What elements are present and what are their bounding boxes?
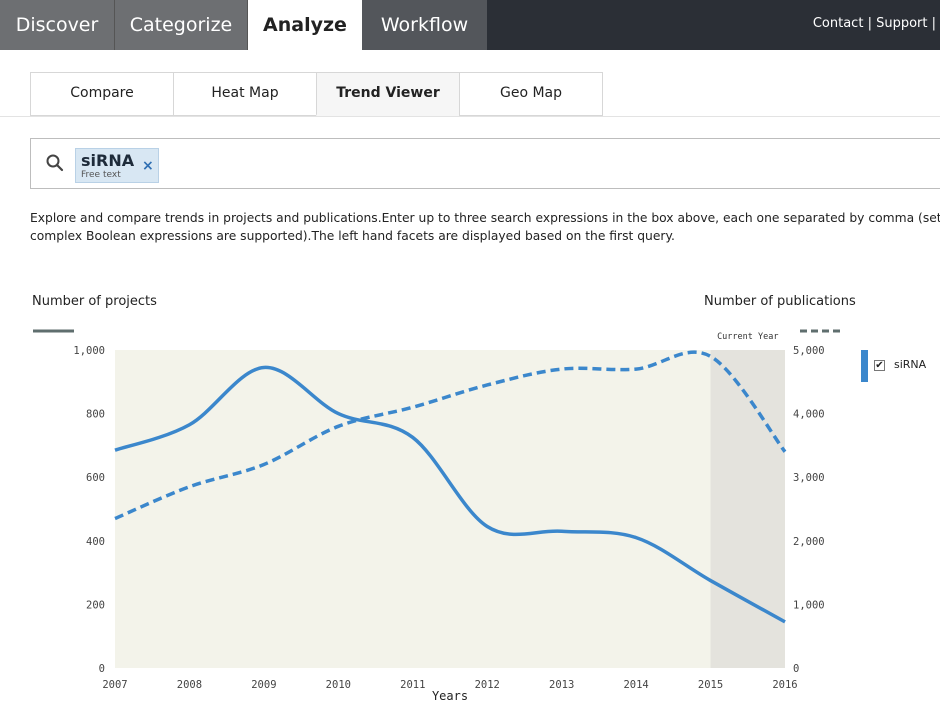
search-term-label: siRNA <box>81 151 135 170</box>
y-left-tick-label: 400 <box>86 536 105 548</box>
support-link[interactable]: Support <box>876 16 928 31</box>
tab-heat-map[interactable]: Heat Map <box>173 72 317 116</box>
nav-tab-categorize[interactable]: Categorize <box>115 0 248 50</box>
x-tick-label: 2015 <box>698 679 723 691</box>
projects-series-line <box>114 365 786 624</box>
y-left-tick-label: 200 <box>86 599 105 611</box>
current-year-band <box>710 350 785 668</box>
nav-tab-workflow[interactable]: Workflow <box>362 0 487 50</box>
tab-trend-viewer[interactable]: Trend Viewer <box>316 72 460 116</box>
tab-compare[interactable]: Compare <box>30 72 174 116</box>
y-right-tick-label: 3,000 <box>793 472 825 484</box>
x-tick-label: 2016 <box>772 679 797 691</box>
nav-tab-analyze[interactable]: Analyze <box>248 0 362 50</box>
x-tick-label: 2012 <box>475 679 500 691</box>
y-left-tick-label: 1,000 <box>73 345 105 357</box>
x-tick-label: 2008 <box>177 679 202 691</box>
y-right-tick-label: 4,000 <box>793 409 825 421</box>
header-links: Contact | Support | <box>812 16 936 31</box>
legend-color-swatch <box>861 350 868 382</box>
x-tick-label: 2007 <box>102 679 127 691</box>
remove-term-icon[interactable]: × <box>142 158 154 174</box>
plot-area <box>115 350 785 668</box>
x-axis-title: Years <box>432 689 468 703</box>
y-left-tick-label: 600 <box>86 472 105 484</box>
y-left-tick-label: 0 <box>99 663 105 675</box>
legend-checkbox[interactable]: ✔ <box>874 360 885 371</box>
right-axis-title: Number of publications <box>704 294 856 309</box>
legend-label: siRNA <box>894 358 927 371</box>
x-tick-label: 2009 <box>251 679 276 691</box>
search-term-chip[interactable]: siRNA Free text × <box>75 148 159 183</box>
search-term-type: Free text <box>81 170 121 180</box>
subtabs-divider <box>0 116 940 117</box>
y-right-tick-label: 5,000 <box>793 345 825 357</box>
left-axis-title: Number of projects <box>32 294 157 309</box>
search-box[interactable]: siRNA Free text × <box>30 138 940 189</box>
y-left-tick-label: 800 <box>86 409 105 421</box>
y-right-tick-label: 1,000 <box>793 599 825 611</box>
tab-geo-map[interactable]: Geo Map <box>459 72 603 116</box>
top-nav: Discover Categorize Analyze Workflow Con… <box>0 0 940 50</box>
current-year-label: Current Year <box>717 332 778 342</box>
trend-description: Explore and compare trends in projects a… <box>30 211 940 243</box>
x-tick-label: 2011 <box>400 679 425 691</box>
publications-series-line <box>114 350 787 521</box>
nav-tab-discover[interactable]: Discover <box>0 0 115 50</box>
contact-link[interactable]: Contact <box>812 16 864 31</box>
y-right-tick-label: 0 <box>793 663 799 675</box>
search-icon <box>46 154 64 172</box>
y-right-tick-label: 2,000 <box>793 536 825 548</box>
x-tick-label: 2014 <box>623 679 648 691</box>
x-tick-label: 2013 <box>549 679 574 691</box>
x-tick-label: 2010 <box>326 679 351 691</box>
